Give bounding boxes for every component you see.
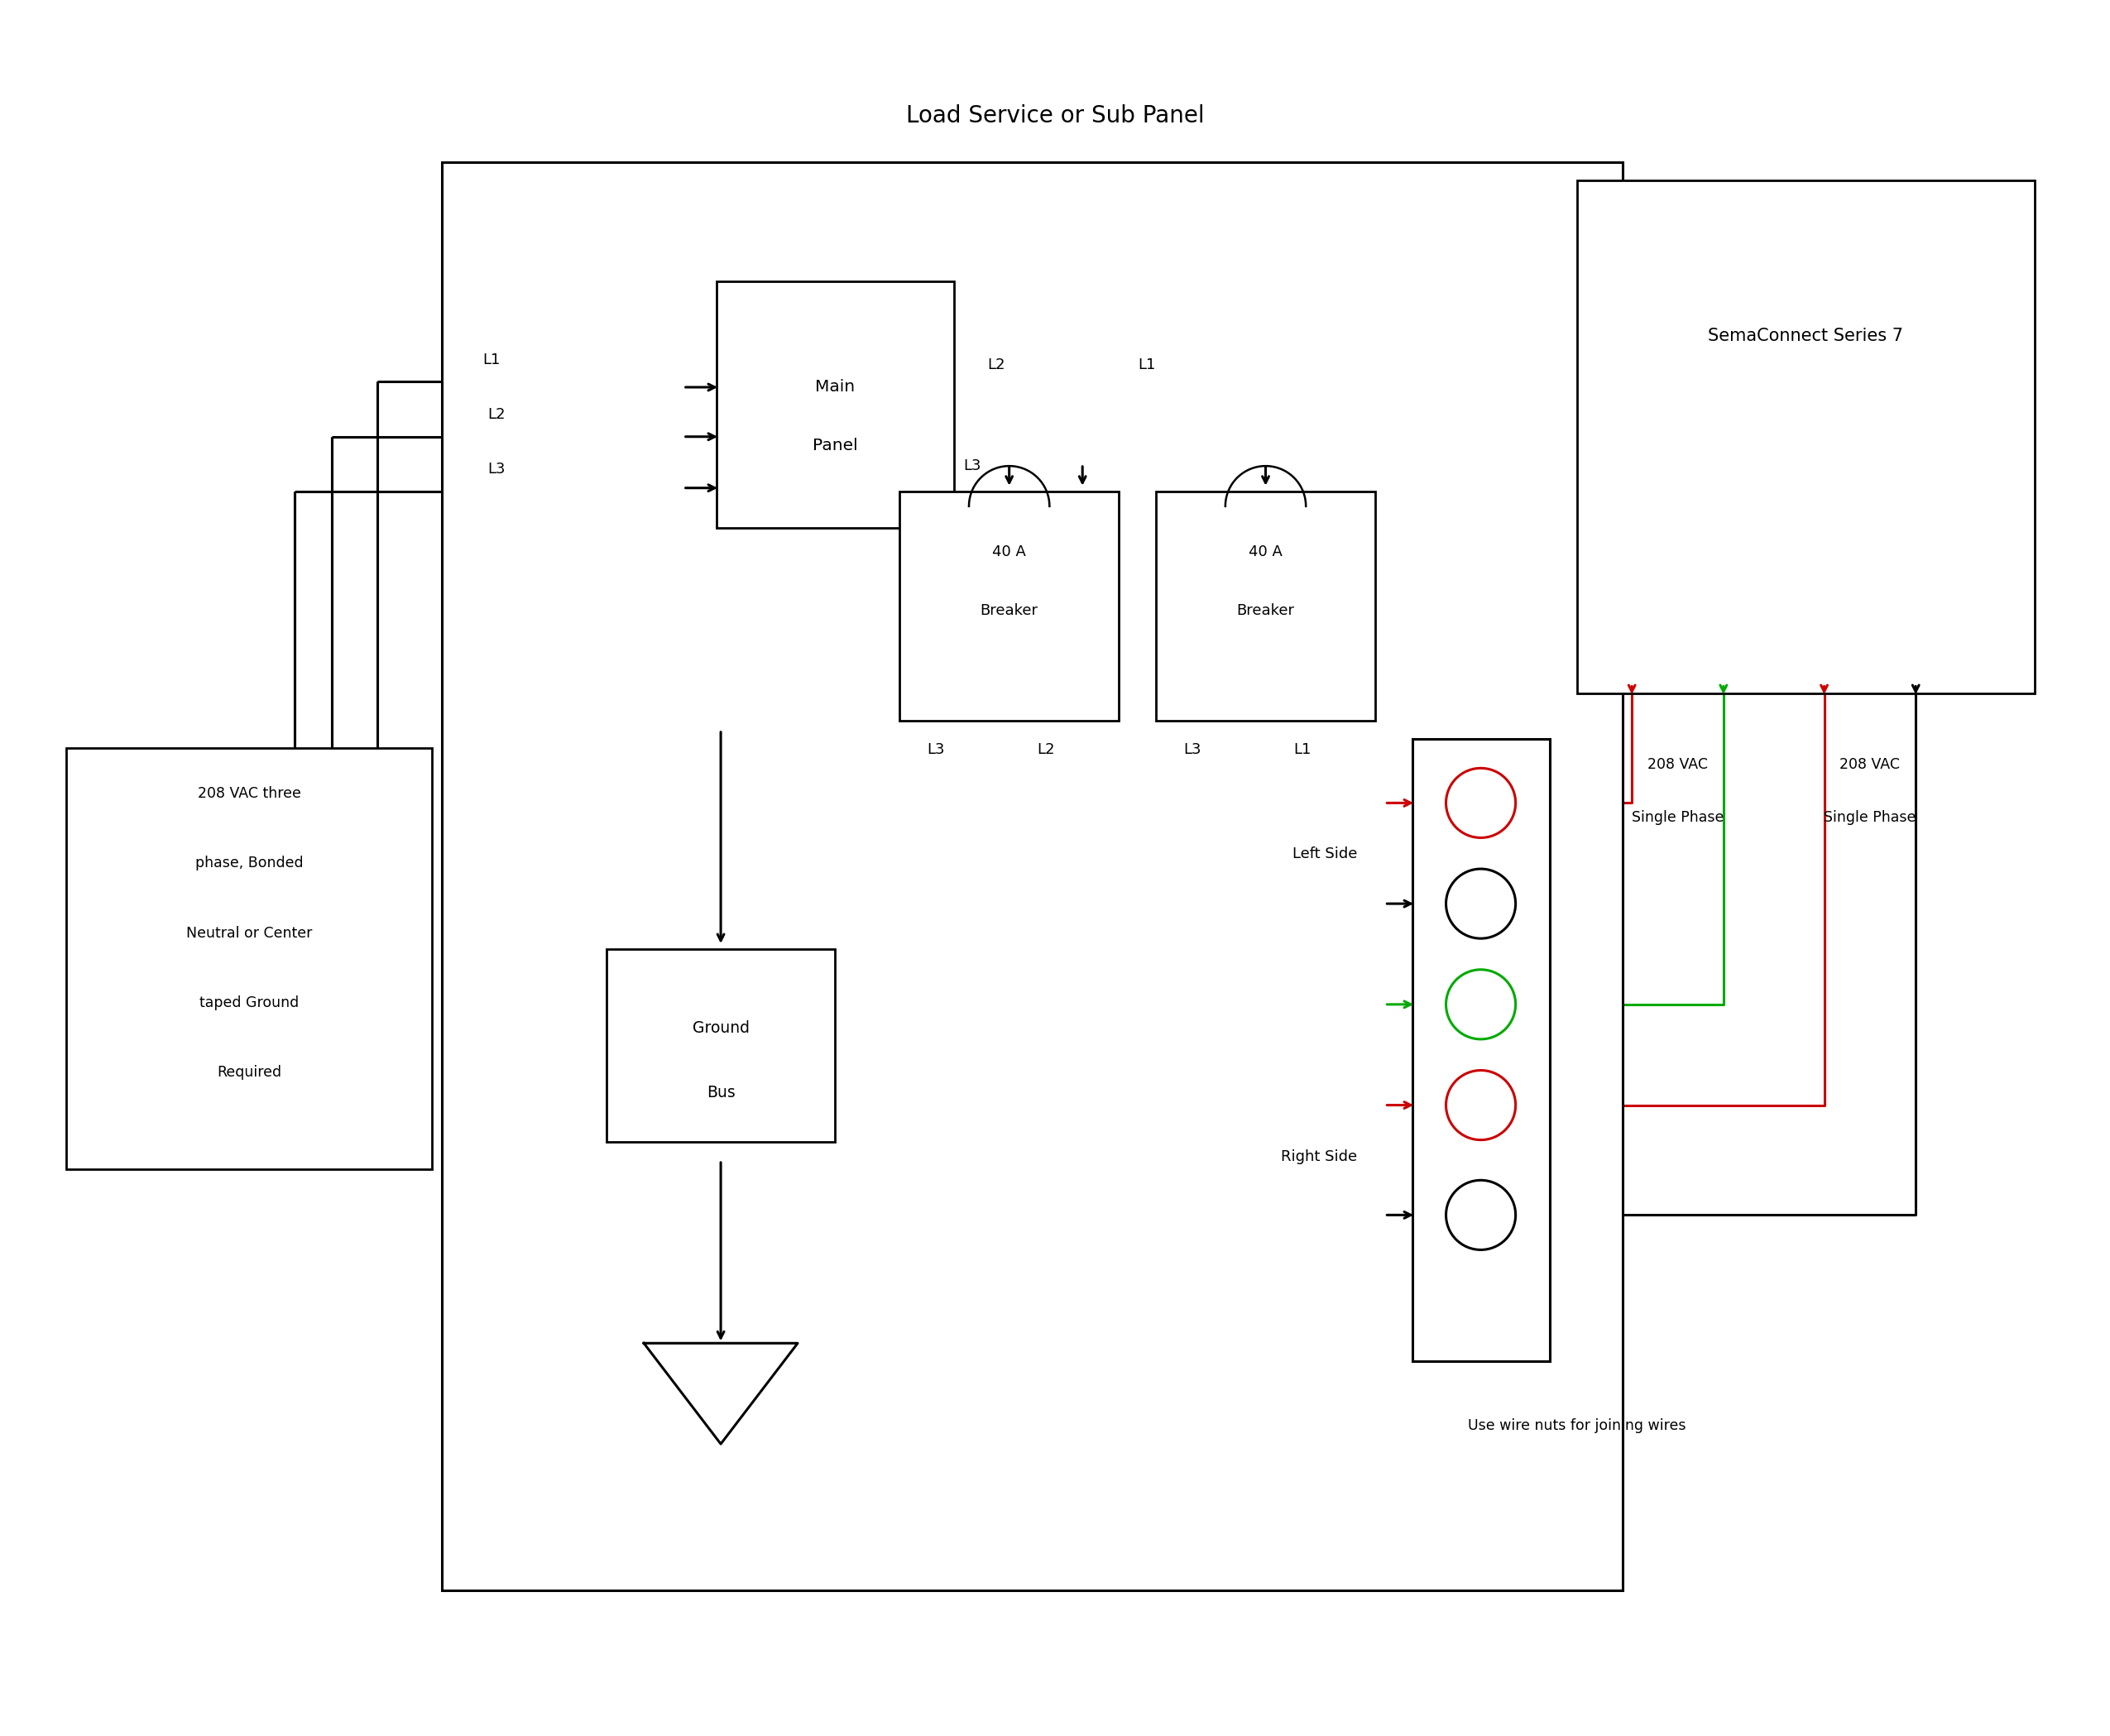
- Text: L3: L3: [926, 743, 945, 757]
- Text: L3: L3: [1184, 743, 1201, 757]
- Text: Single Phase: Single Phase: [1631, 811, 1724, 825]
- Text: Required: Required: [217, 1064, 281, 1080]
- Text: L3: L3: [487, 462, 504, 477]
- Text: 208 VAC three: 208 VAC three: [198, 786, 302, 802]
- Bar: [65, 748, 433, 1170]
- Text: Ground: Ground: [692, 1021, 749, 1036]
- Text: L1: L1: [1293, 743, 1310, 757]
- Text: taped Ground: taped Ground: [200, 995, 300, 1010]
- Text: L3: L3: [964, 458, 981, 474]
- Text: Right Side: Right Side: [1281, 1149, 1357, 1163]
- Text: L2: L2: [987, 358, 1004, 373]
- Bar: [1412, 740, 1549, 1361]
- Text: 40 A: 40 A: [1249, 545, 1283, 559]
- Text: SemaConnect Series 7: SemaConnect Series 7: [1709, 328, 1903, 344]
- Text: L2: L2: [487, 408, 504, 422]
- Text: 208 VAC: 208 VAC: [1648, 757, 1707, 773]
- Circle shape: [1445, 767, 1515, 838]
- Text: Main: Main: [814, 380, 855, 396]
- Text: Neutral or Center: Neutral or Center: [186, 925, 312, 941]
- Text: 208 VAC: 208 VAC: [1840, 757, 1901, 773]
- Bar: [899, 491, 1118, 720]
- Circle shape: [1445, 1180, 1515, 1250]
- Text: Bus: Bus: [707, 1085, 734, 1101]
- Text: Breaker: Breaker: [1236, 602, 1296, 618]
- Circle shape: [1445, 1071, 1515, 1141]
- Text: Single Phase: Single Phase: [1823, 811, 1916, 825]
- Text: Left Side: Left Side: [1291, 847, 1357, 861]
- Bar: [1576, 181, 2034, 693]
- Circle shape: [1445, 970, 1515, 1040]
- Text: Use wire nuts for joining wires: Use wire nuts for joining wires: [1469, 1418, 1686, 1432]
- Bar: [606, 950, 836, 1142]
- Bar: [715, 281, 954, 528]
- Text: Panel: Panel: [812, 437, 859, 453]
- Text: Load Service or Sub Panel: Load Service or Sub Panel: [905, 104, 1205, 128]
- Text: L1: L1: [1137, 358, 1156, 373]
- Text: 40 A: 40 A: [992, 545, 1025, 559]
- Bar: [1156, 491, 1376, 720]
- Text: phase, Bonded: phase, Bonded: [194, 856, 304, 871]
- Circle shape: [1445, 870, 1515, 939]
- Text: L2: L2: [1036, 743, 1055, 757]
- Text: Breaker: Breaker: [981, 602, 1038, 618]
- Bar: [441, 161, 1623, 1590]
- Text: L1: L1: [483, 352, 500, 366]
